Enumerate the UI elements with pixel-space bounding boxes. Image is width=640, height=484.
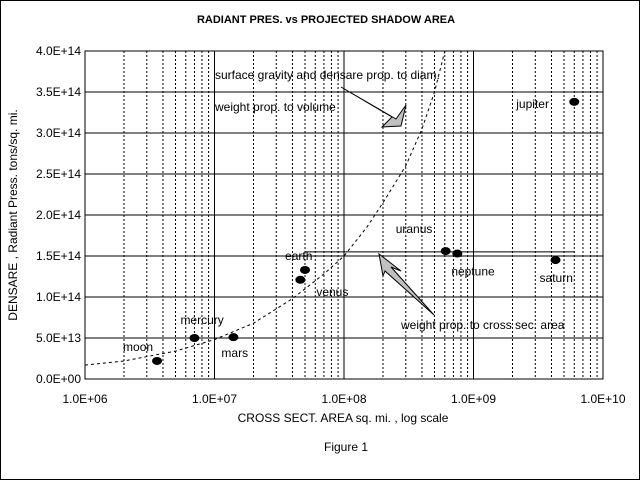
- point-label-mars: mars: [221, 346, 248, 360]
- plot-area: [84, 50, 604, 380]
- y-tick-label: 5.0E+13: [36, 331, 81, 345]
- point-label-jupiter: jupiter: [515, 97, 549, 111]
- x-tick-labels: 1.0E+06 1.0E+07 1.0E+08 1.0E+09 1.0E+10: [62, 392, 625, 406]
- data-point-saturn: [550, 256, 561, 265]
- data-point-mercury: [189, 334, 200, 342]
- data-points: [152, 97, 580, 365]
- annotation-diam: surface gravity and densare prop. to dia…: [215, 68, 440, 82]
- x-tick-label: 1.0E+08: [321, 392, 366, 406]
- grid: [85, 51, 603, 379]
- trend-curve: [84, 50, 446, 366]
- x-tick-label: 1.0E+06: [62, 392, 107, 406]
- y-tick-label: 1.5E+14: [36, 249, 81, 263]
- chart-title: RADIANT PRES. vs PROJECTED SHADOW AREA: [197, 14, 455, 26]
- y-tick-labels: 0.0E+00 5.0E+13 1.0E+14 1.5E+14 2.0E+14 2.5E+…: [36, 44, 81, 386]
- y-axis-label: DENSARE , Radiant Press. tons/sq. mi.: [6, 109, 20, 320]
- data-point-mars: [228, 333, 239, 342]
- y-tick-label: 2.5E+14: [36, 167, 81, 181]
- data-point-uranus: [440, 247, 451, 256]
- x-tick-label: 1.0E+07: [192, 392, 237, 406]
- data-point-neptune: [452, 249, 463, 258]
- x-tick-label: 1.0E+10: [580, 392, 625, 406]
- point-label-saturn: saturn: [540, 271, 573, 285]
- data-point-jupiter: [569, 97, 580, 106]
- data-point-earth: [300, 265, 311, 274]
- data-point-venus: [295, 275, 306, 284]
- point-label-moon: moon: [123, 340, 153, 354]
- annotation-cross-section: weight prop. to cross sec. area: [400, 318, 565, 332]
- y-tick-label: 0.0E+00: [36, 372, 81, 386]
- point-label-neptune: neptune: [451, 265, 495, 279]
- annotation-volume: weight prop. to volume: [214, 100, 336, 114]
- x-axis-label: CROSS SECT. AREA sq. mi. , log scale: [238, 411, 449, 425]
- point-label-venus: venus: [316, 285, 348, 299]
- x-tick-label: 1.0E+09: [451, 392, 496, 406]
- point-label-earth: earth: [285, 249, 312, 263]
- point-label-uranus: uranus: [396, 222, 433, 236]
- y-tick-label: 3.0E+14: [36, 126, 81, 140]
- y-tick-label: 4.0E+14: [36, 44, 81, 58]
- arrow-cross-section: [378, 252, 435, 316]
- y-tick-label: 1.0E+14: [36, 290, 81, 304]
- arrow-volume: [340, 86, 407, 128]
- data-point-moon: [152, 356, 163, 365]
- point-label-mercury: mercury: [180, 313, 223, 327]
- point-labels: moon mercury mars venus earth uranus neptune sa…: [123, 97, 573, 360]
- y-tick-label: 2.0E+14: [36, 208, 81, 222]
- figure-caption: Figure 1: [324, 440, 368, 454]
- y-tick-label: 3.5E+14: [36, 85, 81, 99]
